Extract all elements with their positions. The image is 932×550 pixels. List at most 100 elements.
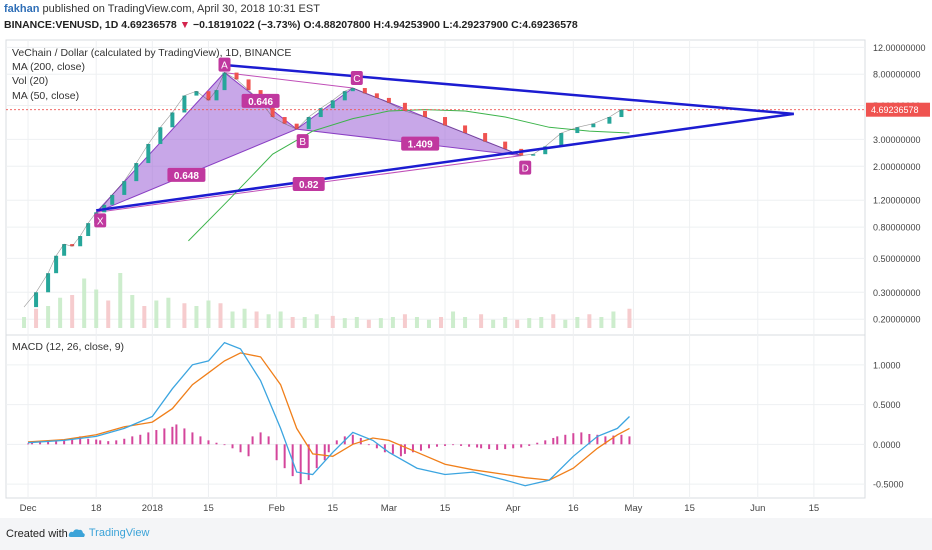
axes: Dec 18 2018 15 Feb 15 Mar 15 Apr 16 May 15 Jun 15 12.0…: [20, 43, 930, 514]
candle: [294, 123, 299, 130]
candle: [170, 112, 175, 128]
volume-bar: [266, 314, 271, 328]
x-tick-label: 15: [440, 503, 451, 514]
candle: [62, 244, 67, 256]
legend-ma50: MA (50, close): [12, 90, 79, 102]
price-axis-label: 0.80000000: [873, 223, 921, 233]
x-tick-label: 16: [568, 503, 579, 514]
macd-histogram-bar: [460, 444, 463, 446]
volume-bar: [290, 317, 295, 328]
volume-bar: [182, 303, 187, 328]
ratio-label: 0.646: [248, 97, 273, 108]
x-tick-label: Mar: [381, 503, 397, 514]
volume-bar: [503, 317, 508, 328]
macd-line: [27, 341, 630, 487]
volume-bar: [118, 273, 123, 328]
candle: [306, 117, 311, 130]
x-tick-label: 2018: [142, 503, 163, 514]
chart-canvas[interactable]: X A B C D 0.646 0.648 1.409 0.82 Dec 18 2018 15 Feb 1…: [0, 0, 932, 518]
macd-histogram-bar: [383, 444, 386, 453]
candle: [531, 154, 536, 156]
candle: [543, 146, 548, 155]
macd-histogram-bar: [215, 442, 218, 445]
macd-histogram-bar: [299, 444, 302, 485]
ma50-line: [188, 109, 630, 242]
macd-histogram-bar: [183, 428, 186, 445]
candle: [443, 117, 448, 126]
price-axis-label: 8.00000000: [873, 70, 921, 80]
volume-bar: [479, 314, 484, 328]
candle: [86, 223, 91, 237]
volume-bar: [439, 317, 444, 328]
author-link[interactable]: fakhan: [4, 3, 40, 15]
point-label: X: [97, 216, 104, 227]
ratio-label-box: [292, 176, 325, 191]
tradingview-link[interactable]: TradingView: [68, 527, 149, 539]
macd-histogram-bar: [572, 433, 575, 445]
macd-histogram-bar: [351, 434, 354, 445]
candle: [575, 127, 580, 134]
macd-histogram-bar: [604, 436, 607, 445]
candle: [134, 163, 139, 182]
macd-histogram-bar: [307, 444, 310, 481]
macd-histogram-bar: [488, 444, 491, 450]
volume-bar: [142, 306, 147, 328]
macd-histogram-bar: [71, 437, 74, 445]
volume-bar: [378, 318, 383, 328]
macd-histogram-bar: [107, 441, 110, 445]
triangle-lower-line: [96, 112, 794, 212]
macd-histogram-bar: [528, 444, 531, 446]
macd-histogram-bar: [391, 444, 394, 454]
x-tick-label: 15: [327, 503, 338, 514]
symbol: BINANCE:VENUSD, 1D: [4, 19, 119, 31]
candle: [78, 236, 83, 247]
volume-bar: [515, 319, 520, 328]
candle: [463, 125, 468, 134]
point-label: B: [299, 137, 306, 148]
macd-histogram-bar: [283, 444, 286, 469]
candle: [362, 88, 367, 94]
macd-histogram-bar: [175, 424, 178, 445]
macd-histogram-bar: [27, 443, 30, 445]
macd-histogram-bar: [31, 442, 34, 445]
current-price-label: 4.69236578: [871, 105, 919, 115]
symbol-line: BINANCE:VENUSD, 1D 4.69236578 ▼ −0.18191…: [4, 19, 578, 31]
candle: [559, 133, 564, 147]
volume-bar: [451, 311, 456, 328]
macd-histogram-bar: [552, 437, 555, 445]
macd-histogram-bar: [191, 432, 194, 445]
macd-histogram-bar: [580, 432, 583, 445]
price-change: −0.18191022 (−3.73%): [193, 19, 301, 31]
macd-histogram-bar: [207, 440, 210, 445]
volume-bar: [22, 317, 27, 328]
macd-histogram-bar: [199, 436, 202, 445]
macd-histogram-bar: [239, 444, 242, 453]
ratio-label-box: [241, 93, 280, 108]
macd-histogram-bar: [55, 440, 58, 445]
volume-bar: [46, 306, 51, 328]
volume-bar: [611, 311, 616, 328]
macd-histogram-bar: [155, 430, 158, 445]
macd-axis-label: -0.5000: [873, 480, 904, 490]
volume-bar: [154, 300, 159, 328]
candle: [591, 123, 596, 128]
macd-histogram-bar: [520, 444, 523, 448]
point-label: C: [353, 74, 360, 85]
volume-bar: [463, 317, 468, 328]
volume-bar: [242, 308, 247, 328]
volume-bar: [330, 315, 335, 328]
ohlc-values: O:4.88207800 H:4.94253900 L:4.29237900 C…: [303, 19, 578, 31]
point-label: A: [221, 61, 228, 72]
candle: [318, 108, 323, 118]
macd-histogram-bar: [99, 440, 102, 445]
macd-histogram-bar: [259, 432, 262, 445]
macd-histogram-bar: [47, 441, 50, 445]
candle: [607, 117, 612, 124]
candle: [146, 143, 151, 164]
down-arrow-icon: ▼: [179, 19, 191, 31]
volume-bar: [94, 289, 99, 328]
volume-bar: [366, 319, 371, 328]
candle: [330, 100, 335, 109]
macd-histogram-bar: [63, 439, 66, 445]
candle: [234, 72, 239, 80]
